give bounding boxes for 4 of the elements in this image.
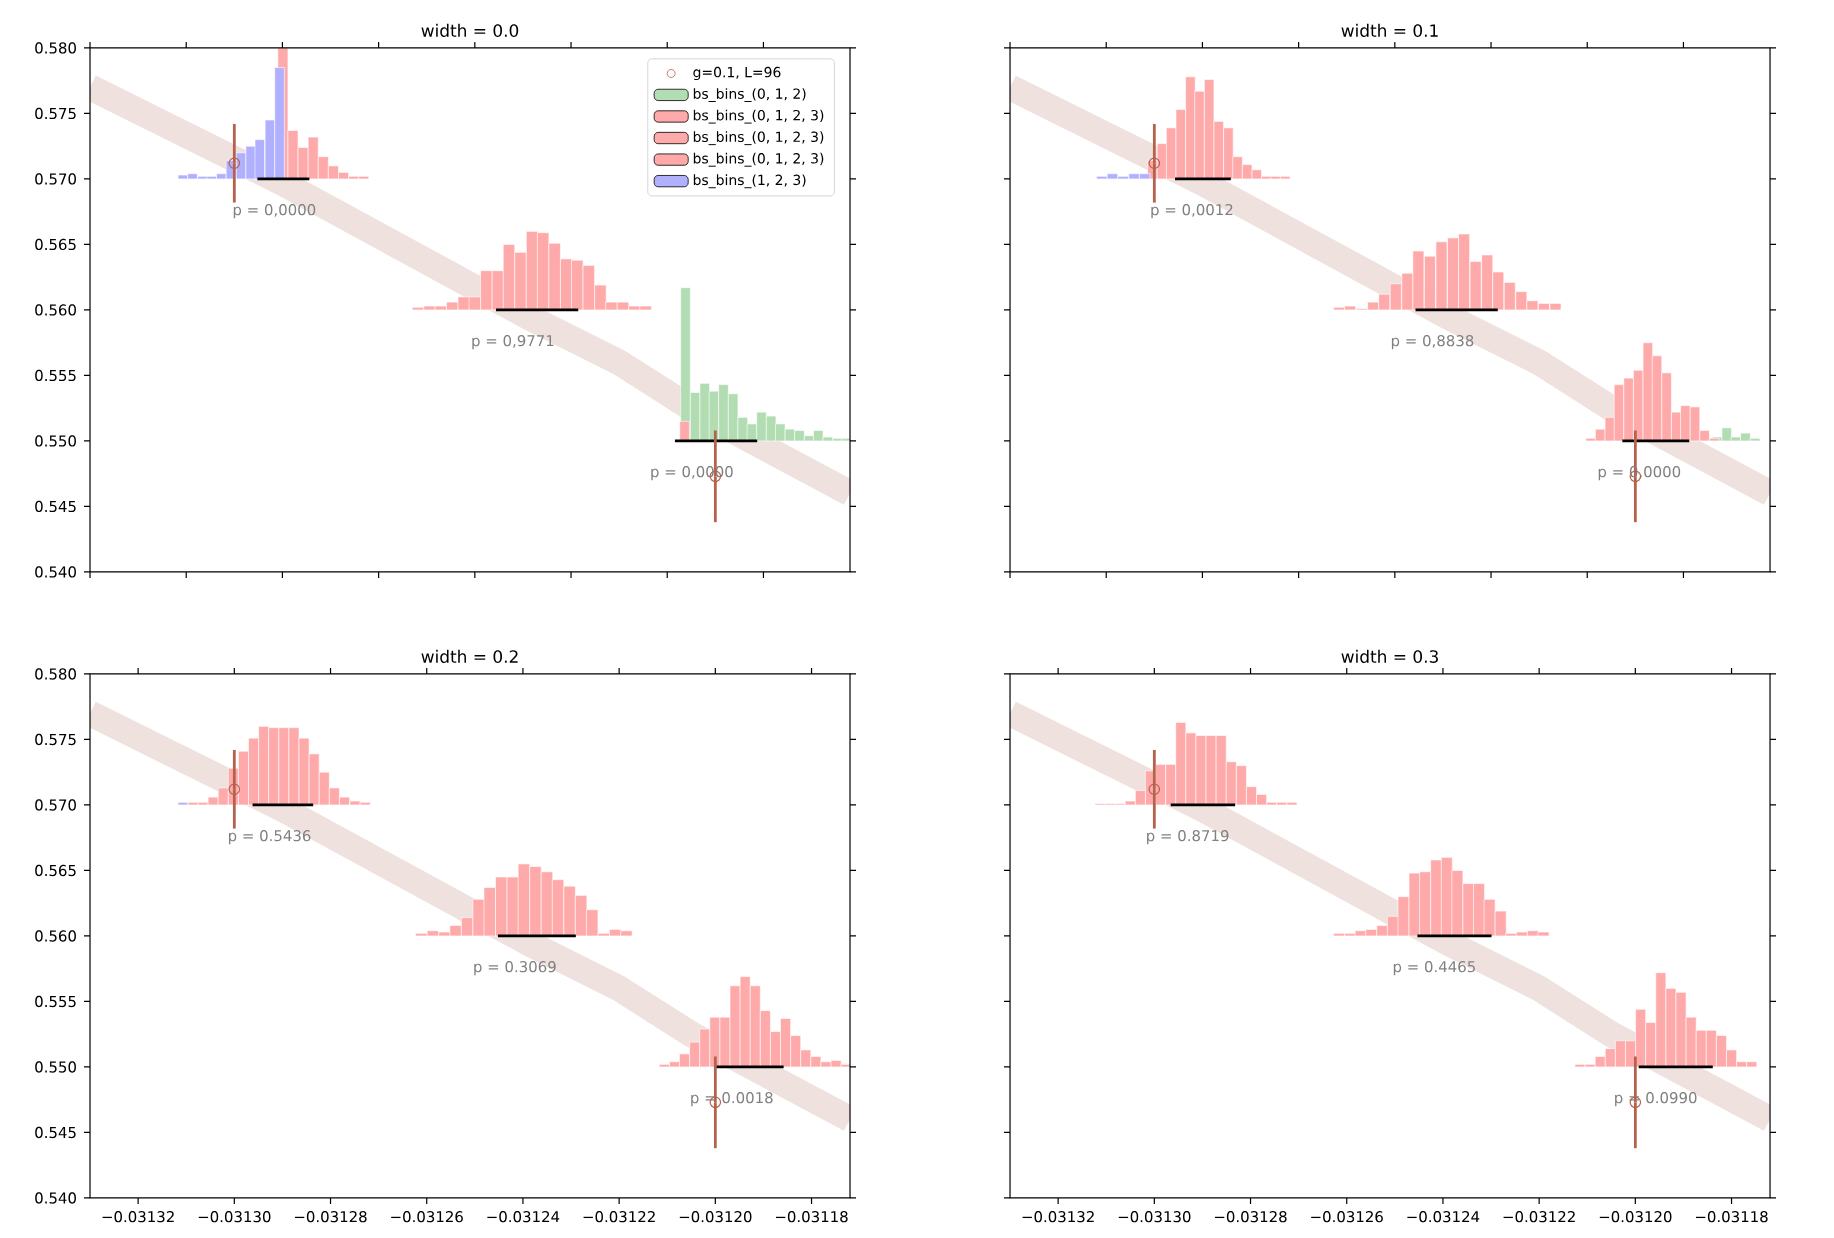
chart-title: width = 0.2 [421, 649, 518, 663]
chart-title: width = 0.1 [1341, 23, 1438, 37]
chart-title: width = 0.0 [421, 23, 519, 37]
chart-title: width = 0.3 [1341, 649, 1438, 663]
